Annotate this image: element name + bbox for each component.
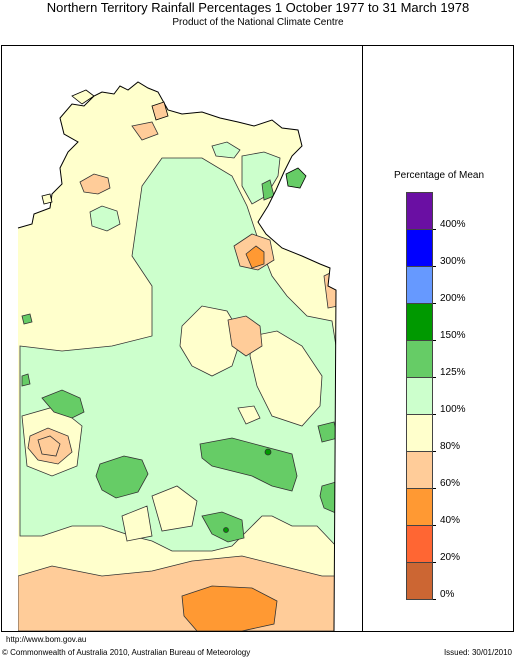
legend-title: Percentage of Mean <box>393 170 485 181</box>
legend-tick <box>433 488 436 489</box>
legend-label: 0% <box>440 589 455 600</box>
legend-swatch <box>406 414 433 452</box>
legend-tick <box>433 525 436 526</box>
map-subtitle: Product of the National Climate Centre <box>172 17 344 28</box>
legend-swatch <box>406 562 433 600</box>
legend-label: 100% <box>440 404 466 415</box>
legend-tick <box>433 599 436 600</box>
legend-tick <box>433 451 436 452</box>
legend-tick <box>433 266 436 267</box>
legend-tick <box>433 414 436 415</box>
copyright-text: © Commonwealth of Australia 2010, Austra… <box>2 648 251 657</box>
legend-swatch <box>406 451 433 489</box>
map-frame <box>1 45 514 632</box>
legend-tick <box>433 377 436 378</box>
legend-label: 60% <box>440 478 461 489</box>
legend-label: 20% <box>440 552 461 563</box>
legend-swatch <box>406 525 433 563</box>
legend-label: 125% <box>440 367 466 378</box>
map-title: Northern Territory Rainfall Percentages … <box>46 0 470 15</box>
legend-label: 200% <box>440 293 466 304</box>
legend-label: 80% <box>440 441 461 452</box>
legend-swatch <box>406 340 433 378</box>
legend-tick <box>433 229 436 230</box>
issued-date: Issued: 30/01/2010 <box>443 648 512 657</box>
legend-label: 150% <box>440 330 466 341</box>
source-url[interactable]: http://www.bom.gov.au <box>6 635 87 644</box>
legend-tick <box>433 562 436 563</box>
legend-divider <box>362 45 363 632</box>
legend-label: 40% <box>440 515 461 526</box>
legend-tick <box>433 340 436 341</box>
legend-swatch <box>406 488 433 526</box>
legend-swatch <box>406 266 433 304</box>
legend-swatch <box>406 377 433 415</box>
legend-tick <box>433 303 436 304</box>
legend-swatch <box>406 303 433 341</box>
legend-label: 300% <box>440 256 466 267</box>
rainfall-map <box>17 81 337 631</box>
legend-swatch <box>406 229 433 267</box>
legend-swatch <box>406 192 433 230</box>
legend-label: 400% <box>440 219 466 230</box>
